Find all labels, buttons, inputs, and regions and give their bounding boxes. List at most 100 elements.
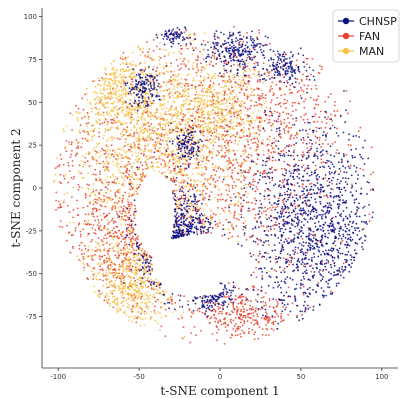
scatter-point xyxy=(134,294,137,297)
scatter-point xyxy=(142,270,145,273)
scatter-point xyxy=(197,172,200,175)
scatter-point xyxy=(209,113,212,115)
scatter-point xyxy=(98,221,100,224)
scatter-point xyxy=(95,275,98,277)
scatter-point xyxy=(242,35,245,38)
scatter-point xyxy=(260,308,262,311)
scatter-point xyxy=(265,311,267,314)
scatter-point xyxy=(113,201,116,204)
scatter-point xyxy=(123,149,125,152)
scatter-point xyxy=(165,290,168,293)
scatter-point xyxy=(72,245,74,248)
scatter-point xyxy=(262,296,265,298)
scatter-point xyxy=(228,187,231,190)
scatter-point xyxy=(240,335,242,338)
scatter-point xyxy=(250,105,253,107)
scatter-point xyxy=(84,248,87,250)
scatter-point xyxy=(253,208,256,210)
scatter-point xyxy=(143,264,146,267)
scatter-point xyxy=(130,129,133,132)
scatter-point xyxy=(280,150,283,153)
scatter-point xyxy=(238,78,240,81)
scatter-point xyxy=(129,203,131,206)
scatter-point xyxy=(184,158,187,161)
scatter-point xyxy=(199,94,201,97)
scatter-point xyxy=(139,253,142,256)
scatter-point xyxy=(246,32,248,34)
scatter-point xyxy=(120,154,122,156)
scatter-point xyxy=(223,296,226,298)
scatter-point xyxy=(114,254,117,257)
scatter-point xyxy=(213,124,216,126)
scatter-point xyxy=(106,219,109,222)
scatter-point xyxy=(268,198,270,201)
scatter-point xyxy=(190,315,193,318)
scatter-point xyxy=(105,271,108,274)
scatter-point xyxy=(172,190,174,193)
scatter-point xyxy=(122,247,125,250)
scatter-point xyxy=(98,127,101,130)
scatter-point xyxy=(87,140,90,143)
scatter-point xyxy=(174,161,177,164)
scatter-point xyxy=(110,119,112,121)
scatter-point xyxy=(120,109,123,112)
scatter-point xyxy=(176,123,179,125)
scatter-point xyxy=(119,212,122,215)
scatter-point xyxy=(163,96,166,99)
scatter-point xyxy=(115,225,118,228)
scatter-point xyxy=(115,303,117,306)
scatter-point xyxy=(234,125,237,127)
scatter-point xyxy=(215,127,218,130)
scatter-point xyxy=(95,159,98,162)
scatter-point xyxy=(227,111,229,114)
scatter-point xyxy=(228,157,230,160)
scatter-point xyxy=(144,283,147,285)
scatter-point xyxy=(274,206,277,209)
scatter-point xyxy=(126,245,129,248)
scatter-point xyxy=(243,80,246,83)
scatter-point xyxy=(186,121,189,124)
scatter-point xyxy=(227,152,230,155)
scatter-point xyxy=(127,250,129,253)
scatter-point xyxy=(171,94,174,97)
scatter-point xyxy=(103,262,106,264)
scatter-point xyxy=(339,170,342,173)
scatter-point xyxy=(114,280,117,282)
scatter-point xyxy=(201,193,204,196)
scatter-point xyxy=(72,234,74,236)
scatter-point xyxy=(108,112,111,114)
scatter-point xyxy=(102,275,105,277)
scatter-point xyxy=(134,107,137,110)
scatter-point xyxy=(160,115,163,118)
scatter-point xyxy=(253,137,255,140)
scatter-point xyxy=(224,141,226,143)
scatter-point xyxy=(87,233,90,235)
scatter-point xyxy=(213,184,215,186)
scatter-point xyxy=(86,183,89,186)
scatter-point xyxy=(108,78,110,80)
scatter-point xyxy=(313,120,315,123)
scatter-point xyxy=(242,153,245,156)
scatter-point xyxy=(252,180,254,183)
scatter-point xyxy=(128,284,131,287)
scatter-point xyxy=(192,133,195,136)
scatter-point xyxy=(137,115,140,118)
scatter-point xyxy=(308,128,311,131)
scatter-point xyxy=(128,288,131,291)
scatter-point xyxy=(247,141,249,143)
scatter-point xyxy=(236,112,238,115)
scatter-point xyxy=(77,223,80,226)
scatter-point xyxy=(273,141,275,144)
scatter-point xyxy=(183,167,186,170)
scatter-point xyxy=(216,125,219,127)
scatter-point xyxy=(301,183,304,186)
scatter-point xyxy=(159,57,162,60)
scatter-point xyxy=(80,146,83,149)
scatter-point xyxy=(213,196,216,199)
scatter-point xyxy=(204,144,207,147)
scatter-point xyxy=(128,158,131,160)
scatter-point xyxy=(103,153,106,155)
scatter-point xyxy=(168,80,170,83)
scatter-point xyxy=(141,164,144,167)
scatter-point xyxy=(201,90,203,92)
